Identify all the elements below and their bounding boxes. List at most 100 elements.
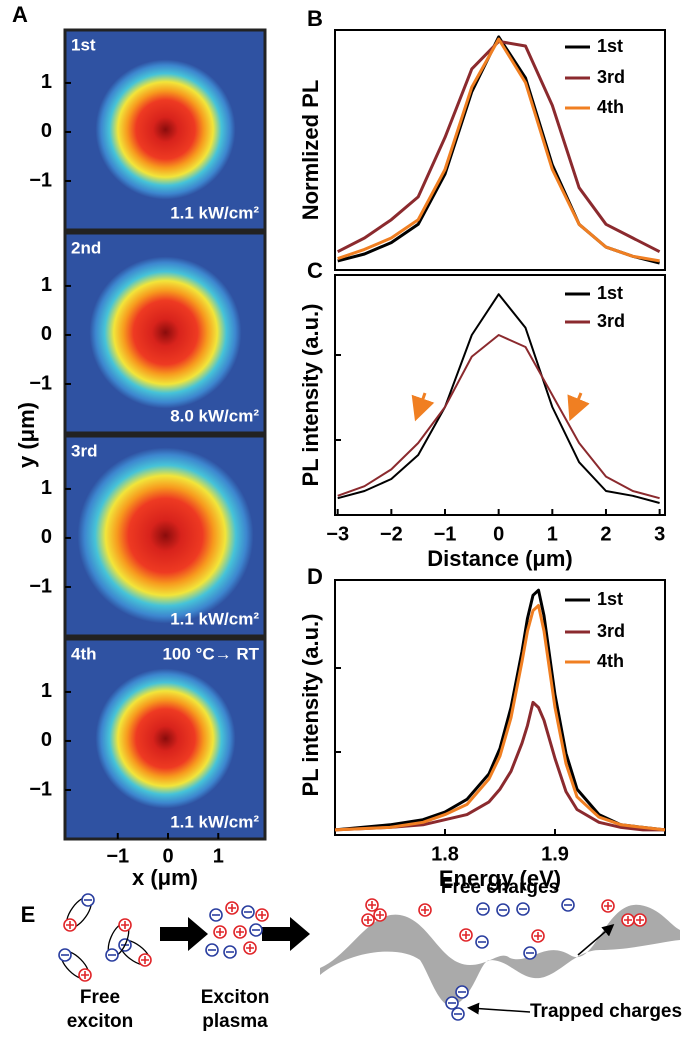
y-tick-label: 0 bbox=[41, 526, 52, 548]
heatmap-spot bbox=[95, 668, 236, 809]
x-axis-label: x (μm) bbox=[132, 865, 198, 890]
heatmap-spot bbox=[77, 447, 254, 624]
diagram-label: exciton bbox=[67, 1011, 134, 1032]
panel-label: 3rd bbox=[71, 441, 97, 460]
y-tick-label: 1 bbox=[41, 71, 52, 93]
plus-sign bbox=[462, 931, 470, 939]
annotation: 100 °C→ RT bbox=[162, 644, 259, 663]
y-axis-label: y (μm) bbox=[14, 402, 39, 468]
x-axis-label: Energy (eV) bbox=[439, 866, 561, 891]
panel-label: 2nd bbox=[71, 238, 101, 257]
y-tick-label: 1 bbox=[41, 274, 52, 296]
heatmap-spot bbox=[95, 59, 236, 200]
panel-label: 4th bbox=[71, 644, 97, 663]
panel-letter: A bbox=[12, 2, 28, 27]
series-line bbox=[337, 37, 660, 263]
diagram-label: Free charges bbox=[441, 877, 559, 898]
plus-sign bbox=[636, 916, 644, 924]
y-tick-label: −1 bbox=[29, 169, 52, 191]
annotation: 1.1 kW/cm² bbox=[170, 812, 259, 831]
y-tick-label: −1 bbox=[29, 778, 52, 800]
x-tick-label: 1 bbox=[213, 845, 224, 867]
y-tick-label: 0 bbox=[41, 120, 52, 142]
arrow bbox=[567, 392, 590, 422]
diagram-label: Exciton bbox=[201, 987, 270, 1008]
diagram-label: plasma bbox=[202, 1011, 268, 1032]
legend-label: 4th bbox=[597, 97, 624, 117]
x-tick-label: 1.9 bbox=[541, 843, 569, 865]
x-tick-label: −3 bbox=[326, 523, 349, 545]
x-axis-label: Distance (μm) bbox=[427, 546, 573, 571]
heatmap-frame bbox=[63, 637, 267, 841]
series-line bbox=[334, 588, 666, 832]
y-tick-label: 0 bbox=[41, 323, 52, 345]
x-tick-label: 3 bbox=[654, 523, 665, 545]
pointer bbox=[467, 1002, 531, 1015]
plus-sign bbox=[624, 916, 632, 924]
plus-sign bbox=[364, 916, 372, 924]
heatmap-frame bbox=[63, 434, 267, 638]
plus-sign bbox=[228, 904, 236, 912]
legend-label: 1st bbox=[597, 589, 623, 609]
y-tick-label: 0 bbox=[41, 729, 52, 751]
x-tick-label: −2 bbox=[380, 523, 403, 545]
plot-frame bbox=[334, 579, 666, 836]
diagram-label: Free bbox=[80, 987, 120, 1008]
series-line bbox=[337, 293, 660, 504]
panel-letter: C bbox=[307, 258, 323, 283]
plus-sign bbox=[604, 902, 612, 910]
plus-sign bbox=[121, 921, 129, 929]
plus-sign bbox=[81, 971, 89, 979]
panel-label: 1st bbox=[71, 35, 96, 54]
y-tick-label: −1 bbox=[29, 372, 52, 394]
plus-sign bbox=[258, 911, 266, 919]
plus-sign bbox=[368, 901, 376, 909]
arrow bbox=[411, 392, 435, 422]
legend-label: 3rd bbox=[597, 621, 625, 641]
plus-sign bbox=[141, 956, 149, 964]
legend-label: 4th bbox=[597, 651, 624, 671]
diagram-label: Trapped charges bbox=[530, 1001, 682, 1022]
x-tick-label: 0 bbox=[162, 845, 173, 867]
y-tick-label: 1 bbox=[41, 680, 52, 702]
annotation: 1.1 kW/cm² bbox=[170, 203, 259, 222]
plus-sign bbox=[236, 928, 244, 936]
y-axis-label: Normlized PL bbox=[298, 80, 323, 221]
x-tick-label: −1 bbox=[434, 523, 457, 545]
x-tick-label: −1 bbox=[106, 845, 129, 867]
plot-frame bbox=[334, 274, 666, 516]
big-arrow bbox=[262, 917, 310, 951]
energy-landscape bbox=[320, 904, 680, 1006]
heatmap-frame bbox=[63, 28, 267, 232]
legend-label: 1st bbox=[597, 36, 623, 56]
legend-label: 3rd bbox=[597, 67, 625, 87]
y-axis-label: PL intensity (a.u.) bbox=[298, 614, 323, 797]
x-tick-label: 1 bbox=[547, 523, 558, 545]
x-tick-label: 0 bbox=[493, 523, 504, 545]
series-line bbox=[337, 334, 660, 500]
panel-letter: B bbox=[307, 6, 323, 31]
heatmap-frame bbox=[63, 231, 267, 435]
plus-sign bbox=[421, 906, 429, 914]
plus-sign bbox=[66, 921, 74, 929]
plus-sign bbox=[216, 928, 224, 936]
y-axis-label: PL intensity (a.u.) bbox=[298, 304, 323, 487]
plot-frame bbox=[334, 29, 666, 271]
x-tick-label: 1.8 bbox=[431, 843, 459, 865]
annotation: 8.0 kW/cm² bbox=[170, 406, 259, 425]
pointer bbox=[577, 924, 615, 956]
series-line bbox=[334, 604, 666, 832]
panel-letter: D bbox=[307, 564, 323, 589]
series-line bbox=[334, 700, 665, 832]
x-tick-label: 2 bbox=[600, 523, 611, 545]
heatmap-spot bbox=[89, 256, 242, 409]
y-tick-label: −1 bbox=[29, 575, 52, 597]
big-arrow bbox=[160, 917, 208, 951]
legend-label: 1st bbox=[597, 283, 623, 303]
layer: 1st 1.1 kW/cm² 1 0 −1 2nd 8.0 kW/cm² 1 0 −1 3rd 1.1… bbox=[12, 2, 682, 1032]
annotation: 1.1 kW/cm² bbox=[170, 609, 259, 628]
y-tick-label: 1 bbox=[41, 477, 52, 499]
plus-sign bbox=[246, 944, 254, 952]
plus-sign bbox=[534, 932, 542, 940]
